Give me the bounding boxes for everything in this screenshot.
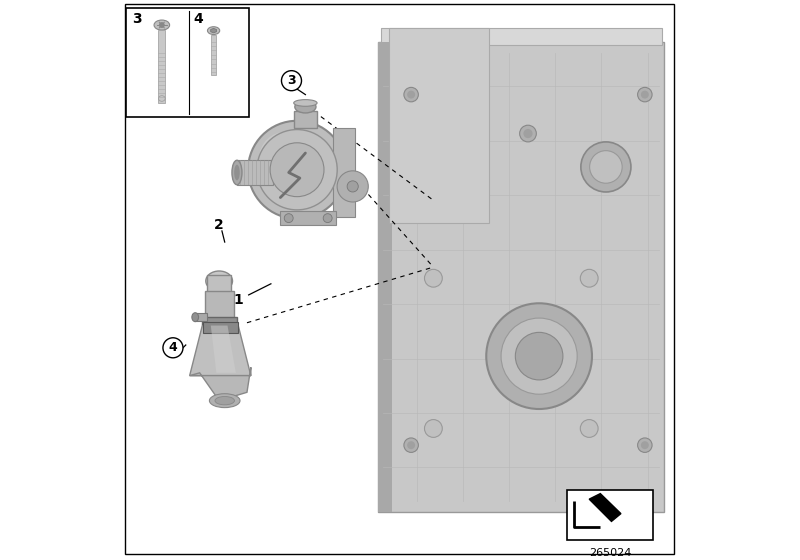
Polygon shape <box>210 29 217 33</box>
Bar <box>334 128 355 217</box>
Bar <box>158 30 165 103</box>
Circle shape <box>515 332 563 380</box>
Circle shape <box>425 419 442 437</box>
Circle shape <box>257 129 338 210</box>
Circle shape <box>590 151 622 183</box>
Circle shape <box>580 269 598 287</box>
Bar <box>240 160 242 185</box>
Ellipse shape <box>210 394 240 408</box>
Bar <box>202 317 237 324</box>
Circle shape <box>284 214 293 222</box>
Circle shape <box>404 438 418 452</box>
Text: 2: 2 <box>214 218 224 232</box>
Ellipse shape <box>215 396 234 405</box>
Bar <box>567 489 653 540</box>
Bar <box>256 160 258 185</box>
Polygon shape <box>190 367 251 400</box>
Circle shape <box>581 142 631 192</box>
Bar <box>381 28 662 44</box>
Circle shape <box>160 23 164 27</box>
Bar <box>195 313 207 321</box>
Circle shape <box>641 441 649 449</box>
Circle shape <box>407 441 415 449</box>
Bar <box>244 160 246 185</box>
Circle shape <box>407 91 415 99</box>
Text: 1: 1 <box>234 293 243 307</box>
Circle shape <box>501 318 577 394</box>
Bar <box>378 42 664 512</box>
Polygon shape <box>589 493 621 521</box>
Bar <box>206 291 234 320</box>
Circle shape <box>404 87 418 102</box>
Bar <box>294 111 317 128</box>
Circle shape <box>323 214 332 222</box>
Circle shape <box>347 181 358 192</box>
Polygon shape <box>190 323 251 376</box>
Bar <box>248 160 250 185</box>
Circle shape <box>425 269 442 287</box>
Bar <box>263 160 266 185</box>
Circle shape <box>337 171 368 202</box>
Ellipse shape <box>158 96 165 101</box>
Circle shape <box>523 129 533 138</box>
Text: 3: 3 <box>132 12 142 26</box>
Text: 4: 4 <box>169 341 178 354</box>
Bar <box>260 160 262 185</box>
Bar <box>280 212 336 225</box>
Circle shape <box>259 132 313 185</box>
Circle shape <box>248 121 346 219</box>
Bar <box>207 276 231 295</box>
Ellipse shape <box>154 20 170 30</box>
Text: 265024: 265024 <box>589 548 631 558</box>
Circle shape <box>641 91 649 99</box>
Circle shape <box>520 125 536 142</box>
Circle shape <box>163 338 183 358</box>
Bar <box>126 8 249 117</box>
Circle shape <box>638 438 652 452</box>
Circle shape <box>282 71 302 91</box>
Ellipse shape <box>234 165 240 180</box>
Bar <box>203 321 238 333</box>
Circle shape <box>486 304 592 409</box>
Text: 3: 3 <box>287 74 296 87</box>
Ellipse shape <box>294 100 317 106</box>
Ellipse shape <box>232 160 242 185</box>
Bar <box>252 160 254 185</box>
Bar <box>211 35 216 75</box>
Circle shape <box>580 419 598 437</box>
Bar <box>267 160 270 185</box>
Circle shape <box>638 87 652 102</box>
Bar <box>378 42 392 512</box>
Ellipse shape <box>206 271 233 291</box>
Bar <box>237 160 273 185</box>
Ellipse shape <box>192 312 198 321</box>
Text: 4: 4 <box>193 12 202 26</box>
Circle shape <box>270 143 324 197</box>
Ellipse shape <box>295 101 316 113</box>
Ellipse shape <box>207 27 220 35</box>
Bar <box>389 28 489 222</box>
Polygon shape <box>211 325 236 373</box>
